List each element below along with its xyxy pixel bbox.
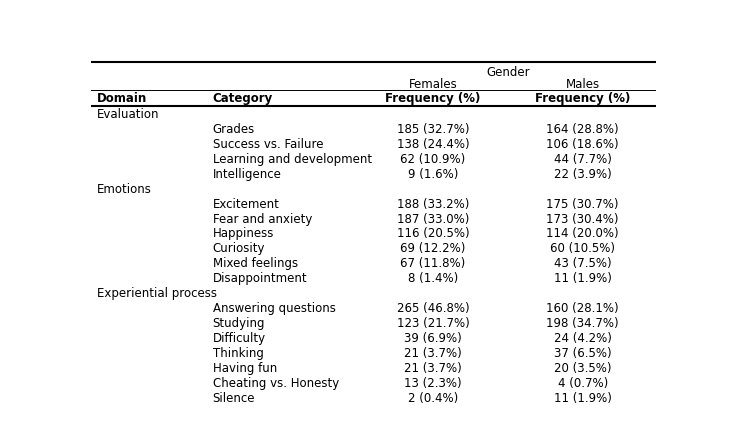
Text: Category: Category [213,92,273,105]
Text: 21 (3.7%): 21 (3.7%) [404,362,461,375]
Text: Males: Males [566,78,600,91]
Text: Emotions: Emotions [97,183,152,196]
Text: 106 (18.6%): 106 (18.6%) [546,138,619,151]
Text: Silence: Silence [213,392,255,405]
Text: Excitement: Excitement [213,198,279,211]
Text: 69 (12.2%): 69 (12.2%) [400,242,466,256]
Text: 13 (2.3%): 13 (2.3%) [404,377,461,390]
Text: Studying: Studying [213,317,265,330]
Text: Success vs. Failure: Success vs. Failure [213,138,323,151]
Text: 67 (11.8%): 67 (11.8%) [400,257,466,270]
Text: 21 (3.7%): 21 (3.7%) [404,347,461,360]
Text: Having fun: Having fun [213,362,277,375]
Text: 20 (3.5%): 20 (3.5%) [554,362,612,375]
Text: 160 (28.1%): 160 (28.1%) [546,302,619,315]
Text: Evaluation: Evaluation [97,108,159,121]
Text: 116 (20.5%): 116 (20.5%) [397,227,469,240]
Text: Curiosity: Curiosity [213,242,265,256]
Text: 44 (7.7%): 44 (7.7%) [554,153,612,166]
Text: 175 (30.7%): 175 (30.7%) [547,198,619,211]
Text: 114 (20.0%): 114 (20.0%) [546,227,619,240]
Text: 62 (10.9%): 62 (10.9%) [400,153,466,166]
Text: Intelligence: Intelligence [213,168,281,181]
Text: Females: Females [408,78,457,91]
Text: 188 (33.2%): 188 (33.2%) [397,198,469,211]
Text: Cheating vs. Honesty: Cheating vs. Honesty [213,377,339,390]
Text: 11 (1.9%): 11 (1.9%) [554,272,612,285]
Text: 173 (30.4%): 173 (30.4%) [547,213,619,226]
Text: Thinking: Thinking [213,347,263,360]
Text: Disappointment: Disappointment [213,272,307,285]
Text: Experiential process: Experiential process [97,287,217,300]
Text: Gender: Gender [486,66,530,78]
Text: Happiness: Happiness [213,227,274,240]
Text: 164 (28.8%): 164 (28.8%) [546,123,619,136]
Text: Answering questions: Answering questions [213,302,335,315]
Text: 185 (32.7%): 185 (32.7%) [397,123,469,136]
Text: 22 (3.9%): 22 (3.9%) [554,168,612,181]
Text: 265 (46.8%): 265 (46.8%) [397,302,469,315]
Text: Frequency (%): Frequency (%) [535,92,631,105]
Text: 9 (1.6%): 9 (1.6%) [408,168,458,181]
Text: Grades: Grades [213,123,255,136]
Text: 187 (33.0%): 187 (33.0%) [397,213,469,226]
Text: 138 (24.4%): 138 (24.4%) [397,138,469,151]
Text: Fear and anxiety: Fear and anxiety [213,213,312,226]
Text: 4 (0.7%): 4 (0.7%) [558,377,608,390]
Text: 123 (21.7%): 123 (21.7%) [397,317,469,330]
Text: 43 (7.5%): 43 (7.5%) [554,257,612,270]
Text: 24 (4.2%): 24 (4.2%) [554,332,612,345]
Text: Learning and development: Learning and development [213,153,372,166]
Text: Domain: Domain [97,92,147,105]
Text: 39 (6.9%): 39 (6.9%) [404,332,461,345]
Text: Difficulty: Difficulty [213,332,265,345]
Text: 60 (10.5%): 60 (10.5%) [550,242,615,256]
Text: Mixed feelings: Mixed feelings [213,257,297,270]
Text: 8 (1.4%): 8 (1.4%) [408,272,458,285]
Text: Frequency (%): Frequency (%) [385,92,480,105]
Text: 198 (34.7%): 198 (34.7%) [546,317,619,330]
Text: 37 (6.5%): 37 (6.5%) [554,347,612,360]
Text: 11 (1.9%): 11 (1.9%) [554,392,612,405]
Text: 2 (0.4%): 2 (0.4%) [408,392,458,405]
